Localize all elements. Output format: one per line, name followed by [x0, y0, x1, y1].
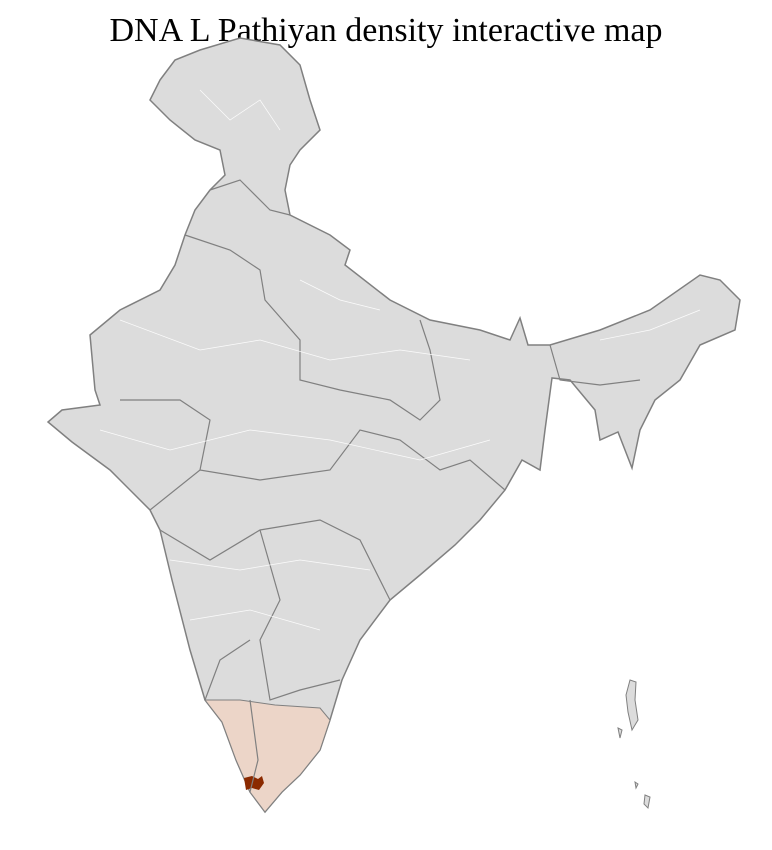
- district-borders: [99, 89, 701, 631]
- highlighted-district-high-density[interactable]: [244, 776, 264, 790]
- india-outline[interactable]: [46, 37, 741, 814]
- andaman-nicobar-islands[interactable]: [617, 679, 651, 810]
- map-title: DNA L Pathiyan density interactive map: [109, 12, 663, 49]
- state-borders: [120, 179, 641, 793]
- south-region-low-density[interactable]: [203, 699, 331, 813]
